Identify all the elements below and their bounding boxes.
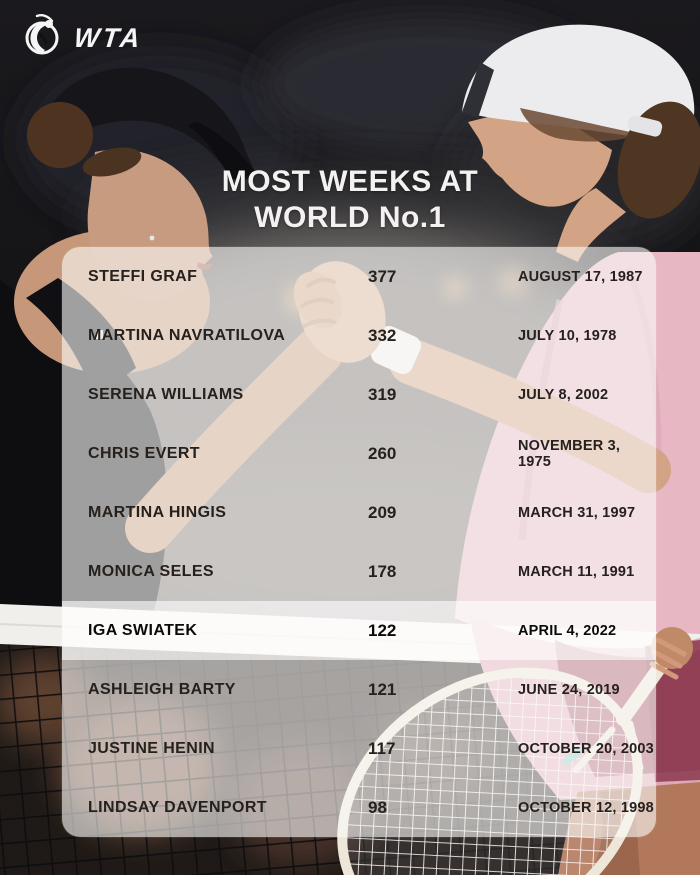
table-row: SERENA WILLIAMS 319 JULY 8, 2002 [62, 365, 656, 424]
table-row: CHRIS EVERT 260 NOVEMBER 3, 1975 [62, 424, 656, 483]
table-row: JUSTINE HENIN 117 OCTOBER 20, 2003 [62, 719, 656, 778]
player-name: MONICA SELES [88, 562, 214, 580]
weeks-value: 117 [368, 738, 396, 758]
player-name: IGA SWIATEK [88, 621, 198, 639]
weeks-value: 260 [368, 443, 397, 463]
table-row: MONICA SELES 178 MARCH 11, 1991 [62, 542, 656, 601]
weeks-value: 98 [368, 797, 387, 817]
wta-wordmark: WTA [72, 23, 145, 53]
weeks-value: 121 [368, 679, 397, 699]
title-line-1: MOST WEEKS AT [221, 165, 479, 198]
weeks-value: 209 [368, 502, 397, 522]
date-reached: OCTOBER 20, 2003 [518, 740, 654, 757]
table-row: ASHLEIGH BARTY 121 JUNE 24, 2019 [62, 660, 656, 719]
weeks-value: 122 [368, 620, 397, 640]
date-reached: OCTOBER 12, 1998 [518, 799, 654, 816]
weeks-value: 332 [368, 325, 397, 345]
date-reached: NOVEMBER 3, 1975 [518, 437, 621, 470]
date-reached: MARCH 11, 1991 [518, 563, 635, 580]
player-name: LINDSAY DAVENPORT [88, 798, 267, 816]
leaderboard-panel: STEFFI GRAF 377 AUGUST 17, 1987 MARTINA … [62, 247, 656, 837]
date-reached: APRIL 4, 2022 [518, 622, 617, 639]
player-name: SERENA WILLIAMS [88, 385, 244, 403]
table-row: STEFFI GRAF 377 AUGUST 17, 1987 [62, 247, 656, 306]
date-reached: MARCH 31, 1997 [518, 504, 636, 521]
table-row: MARTINA HINGIS 209 MARCH 31, 1997 [62, 483, 656, 542]
player-name: JUSTINE HENIN [88, 739, 215, 757]
title-line-2: WORLD No.1 [254, 201, 446, 234]
player-name: MARTINA HINGIS [88, 503, 227, 521]
weeks-value: 377 [368, 266, 397, 286]
player-name: MARTINA NAVRATILOVA [88, 326, 286, 344]
table-row: MARTINA NAVRATILOVA 332 JULY 10, 1978 [62, 306, 656, 365]
weeks-value: 319 [368, 384, 397, 404]
table-row: LINDSAY DAVENPORT 98 OCTOBER 12, 1998 [62, 778, 656, 837]
date-reached: JULY 8, 2002 [518, 386, 609, 403]
date-reached: JULY 10, 1978 [518, 327, 617, 344]
page-title: MOST WEEKS AT WORLD No.1 [0, 164, 700, 236]
weeks-value: 178 [368, 561, 397, 581]
table-row: IGA SWIATEK 122 APRIL 4, 2022 [62, 601, 656, 660]
wta-logo-icon [18, 12, 66, 65]
player-name: ASHLEIGH BARTY [88, 680, 236, 698]
player-name: STEFFI GRAF [88, 267, 198, 285]
date-reached: AUGUST 17, 1987 [518, 268, 643, 285]
player-name: CHRIS EVERT [88, 444, 200, 462]
wta-logo: WTA [18, 12, 145, 65]
date-reached: JUNE 24, 2019 [518, 681, 620, 698]
